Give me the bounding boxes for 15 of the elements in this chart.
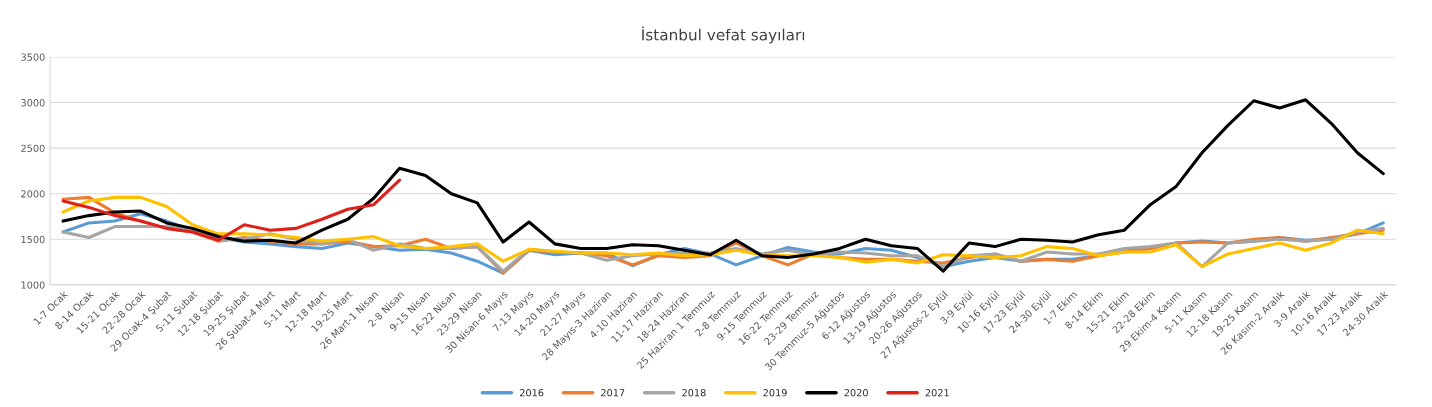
y-tick-label: 3500 (21, 53, 45, 61)
legend-label: 2018 (682, 389, 706, 397)
legend-label: 2020 (844, 389, 868, 397)
legend-label: 2016 (519, 389, 544, 397)
legend-label: 2017 (601, 389, 625, 397)
y-tick-label: 2000 (21, 190, 45, 198)
line-series (61, 178, 402, 242)
legend-label: 2021 (925, 389, 949, 397)
y-tick-label: 1000 (21, 281, 45, 289)
chart-title: İstanbul vefat sayıları (642, 26, 805, 44)
y-tick-label: 2500 (21, 144, 45, 152)
y-tick-label: 3000 (21, 99, 45, 107)
line-series (61, 98, 1385, 273)
y-tick-label: 1500 (21, 235, 45, 244)
legend-label: 2019 (763, 389, 787, 397)
